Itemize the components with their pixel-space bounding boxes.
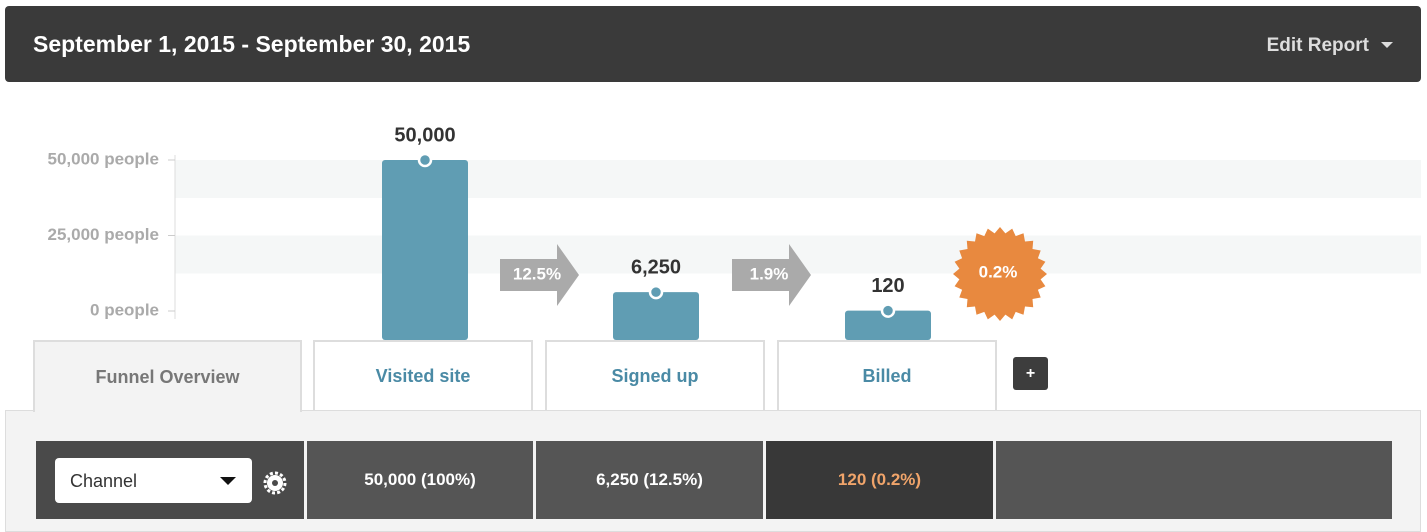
y-tick-label: 50,000 people (47, 149, 159, 168)
tab[interactable]: Signed up (545, 340, 765, 410)
bar-marker (417, 152, 433, 168)
tab[interactable]: Visited site (313, 340, 533, 410)
tab[interactable]: Funnel Overview (33, 340, 302, 412)
bar-marker (880, 303, 896, 318)
conversion-arrow (500, 244, 579, 306)
conversion-label: 1.9% (750, 264, 789, 283)
table-cell: 120 (0.2%) (766, 441, 993, 519)
header: September 1, 2015 - September 30, 2015 E… (5, 6, 1421, 82)
report-title: September 1, 2015 - September 30, 2015 (33, 31, 471, 57)
dropdown[interactable]: Channel (55, 458, 252, 503)
gear[interactable] (263, 471, 287, 495)
y-tick-label: 0 people (90, 300, 159, 319)
bar (382, 160, 468, 340)
add-button[interactable]: + (1013, 357, 1048, 390)
table-cell (996, 441, 1392, 519)
page: September 1, 2015 - September 30, 2015 E… (5, 6, 1421, 532)
dropdown-label: Channel (70, 471, 138, 491)
value-label: 120 (871, 275, 904, 297)
edit-report[interactable]: Edit Report (1266, 35, 1369, 56)
chart: 0 people 25,000 people 50,000 people 50,000… (47, 124, 1421, 340)
table-cell: 6,250 (12.5%) (536, 441, 763, 519)
value-label: 6,250 (631, 256, 681, 278)
y-tick-label: 25,000 people (47, 225, 159, 244)
tab[interactable]: Billed (777, 340, 997, 410)
conversion-label: 12.5% (513, 264, 561, 283)
dropdown-caret (220, 477, 236, 485)
grid-band (175, 160, 1421, 198)
badge (953, 227, 1047, 321)
bar (613, 292, 699, 340)
caret[interactable] (1381, 42, 1393, 48)
conversion-arrow (732, 244, 811, 306)
badge-label: 0.2% (979, 262, 1018, 281)
table-cell: 50,000 (100%) (307, 441, 533, 519)
bar-marker (648, 284, 664, 300)
bar (845, 310, 931, 340)
value-label: 50,000 (394, 124, 455, 146)
